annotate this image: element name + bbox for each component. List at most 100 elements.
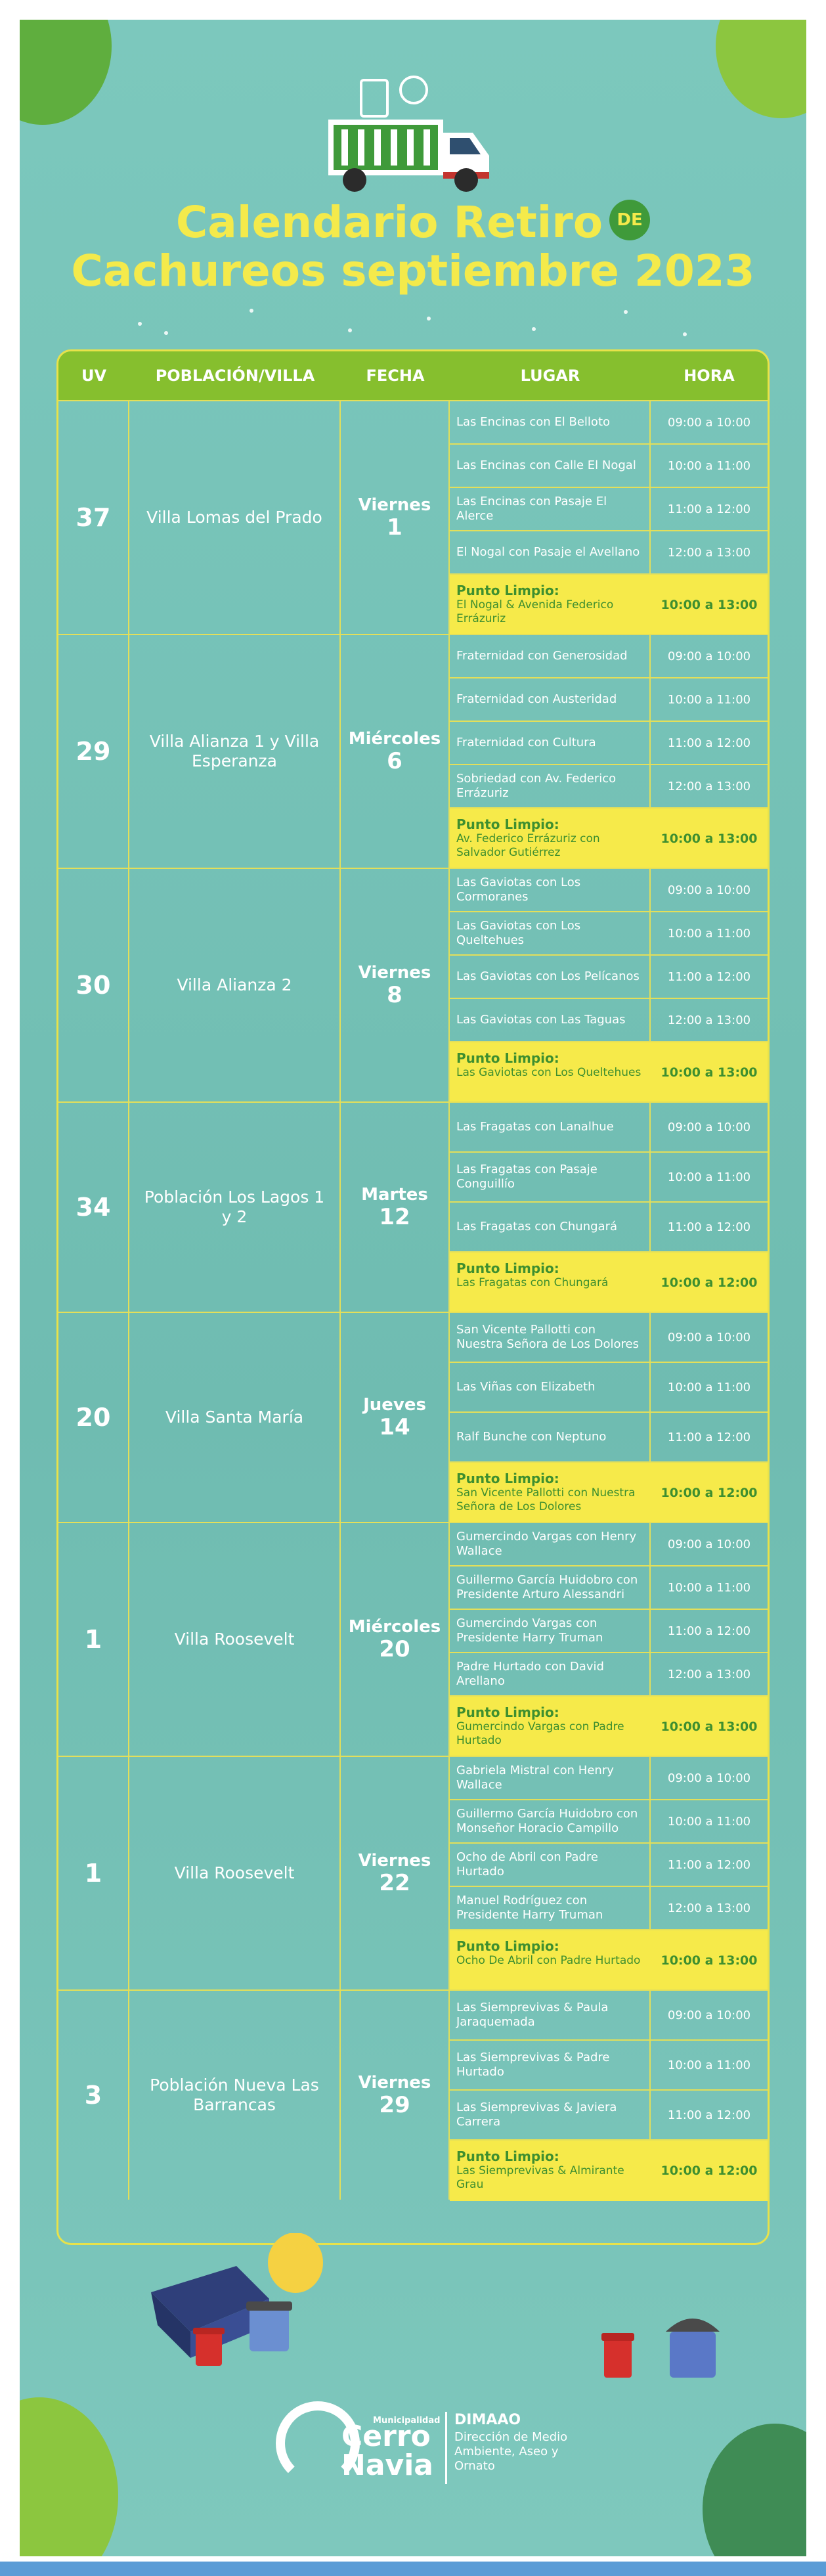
lugar-cell: El Nogal con Pasaje el Avellano (450, 531, 651, 573)
punto-limpio-hora: 10:00 a 13:00 (661, 1720, 758, 1734)
table-row: Las Gaviotas con Los Cormoranes 09:00 a 1… (450, 869, 768, 912)
hora-cell: 10:00 a 11:00 (667, 2058, 751, 2072)
fecha-cell: Viernes 22 (341, 1757, 450, 1989)
fecha-cell: Viernes 8 (341, 869, 450, 1101)
hora-cell: 09:00 a 10:00 (667, 883, 751, 897)
hora-cell: 12:00 a 13:00 (667, 1667, 751, 1681)
poblacion-cell: Villa Alianza 1 y Villa Esperanza (129, 635, 341, 868)
punto-limpio-hora: 10:00 a 12:00 (661, 1486, 758, 1500)
header-lugar: LUGAR (520, 366, 580, 385)
poblacion-cell: Población Nueva Las Barrancas (129, 1991, 341, 2200)
fecha-numero: 8 (387, 982, 402, 1008)
table-row: Las Siemprevivas & Javiera Carrera 11:00 … (450, 2091, 768, 2141)
schedule-group: 1 Villa Roosevelt Miércoles 20 Gumercindo Va… (58, 1522, 768, 1757)
lugar-cell: Las Gaviotas con Los Cormoranes (450, 869, 651, 911)
fecha-cell: Jueves 14 (341, 1313, 450, 1522)
schedule-group: 3 Población Nueva Las Barrancas Viernes 29 L… (58, 1989, 768, 2201)
lugar-cell: Guillermo García Huidobro con Presidente… (450, 1566, 651, 1609)
hora-cell: 11:00 a 12:00 (667, 1624, 751, 1638)
lugar-cell: Manuel Rodríguez con Presidente Harry Tr… (450, 1887, 651, 1929)
header-fecha: FECHA (366, 366, 425, 385)
schedule-group: 37 Villa Lomas del Prado Viernes 1 Las Encin… (58, 400, 768, 635)
punto-limpio-row: Punto Limpio: Las Gaviotas con Los Quelte… (450, 1042, 768, 1103)
hora-cell: 11:00 a 12:00 (667, 1430, 751, 1444)
table-row: Guillermo García Huidobro con Presidente… (450, 1566, 768, 1610)
hora-cell: 09:00 a 10:00 (667, 1771, 751, 1785)
decor-blob-top-right (716, 20, 806, 118)
table-row: Las Siemprevivas & Paula Jaraquemada 09:0… (450, 1991, 768, 2041)
punto-limpio-label: Punto Limpio: (456, 2148, 559, 2164)
hora-cell: 09:00 a 10:00 (667, 649, 751, 663)
lugar-cell: Las Fragatas con Chungará (450, 1203, 651, 1251)
punto-limpio-lugar: Punto Limpio: Las Fragatas con Chungará (450, 1253, 651, 1313)
table-row: Las Siemprevivas & Padre Hurtado 10:00 a … (450, 2041, 768, 2091)
lugar-cell: Gabriela Mistral con Henry Wallace (450, 1757, 651, 1799)
fecha-dia: Viernes (358, 963, 431, 983)
fecha-cell: Viernes 1 (341, 401, 450, 634)
uv-cell: 29 (58, 635, 129, 868)
punto-limpio-address: Av. Federico Errázuriz con Salvador Guti… (456, 832, 600, 859)
fecha-cell: Viernes 29 (341, 1991, 450, 2200)
garbage-truck-icon (328, 76, 489, 192)
de-badge: DE (609, 199, 651, 240)
lugar-cell: Las Siemprevivas & Paula Jaraquemada (450, 1991, 651, 2039)
hora-cell: 09:00 a 10:00 (667, 1330, 751, 1344)
table-row: Las Fragatas con Pasaje Conguillío 10:00 … (450, 1153, 768, 1203)
fecha-numero: 22 (379, 1870, 410, 1896)
hora-cell: 11:00 a 12:00 (667, 1857, 751, 1872)
lugar-cell: Las Siemprevivas & Padre Hurtado (450, 2041, 651, 2089)
table-row: Sobriedad con Av. Federico Errázuriz 12:0… (450, 765, 768, 809)
punto-limpio-lugar: Punto Limpio: Ocho De Abril con Padre Hur… (450, 1930, 651, 1991)
fecha-numero: 6 (387, 748, 402, 774)
table-row: Las Fragatas con Lanalhue 09:00 a 10:00 (450, 1103, 768, 1153)
hora-cell: 09:00 a 10:00 (667, 415, 751, 430)
hora-cell: 12:00 a 13:00 (667, 545, 751, 560)
municipality-logo: Municipalidad Cerro Navia DIMAAO Direcci… (276, 2397, 567, 2496)
punto-limpio-hora: 10:00 a 13:00 (661, 598, 758, 612)
hora-cell: 09:00 a 10:00 (667, 2008, 751, 2022)
hora-cell: 11:00 a 12:00 (667, 736, 751, 750)
punto-limpio-hora: 10:00 a 12:00 (661, 2164, 758, 2178)
punto-limpio-label: Punto Limpio: (456, 1260, 559, 1276)
punto-limpio-lugar: Punto Limpio: Las Gaviotas con Los Quelte… (450, 1042, 651, 1103)
table-row: Fraternidad con Cultura 11:00 a 12:00 (450, 722, 768, 765)
logo-divider (445, 2412, 447, 2484)
uv-cell: 37 (58, 401, 129, 634)
punto-limpio-address: San Vicente Pallotti con Nuestra Señora … (456, 1486, 636, 1513)
punto-limpio-address: Ocho De Abril con Padre Hurtado (456, 1954, 641, 1967)
lugar-cell: Las Gaviotas con Los Queltehues (450, 912, 651, 954)
punto-limpio-label: Punto Limpio: (456, 1938, 559, 1954)
punto-limpio-lugar: Punto Limpio: Las Siemprevivas & Almirant… (450, 2141, 651, 2201)
logo-cerro-navia: Cerro Navia (341, 2422, 433, 2480)
punto-limpio-label: Punto Limpio: (456, 1050, 559, 1066)
dumpster-icon (151, 2233, 323, 2366)
punto-limpio-address: Gumercindo Vargas con Padre Hurtado (456, 1720, 624, 1747)
punto-limpio-label: Punto Limpio: (456, 1471, 559, 1486)
hora-cell: 12:00 a 13:00 (667, 1013, 751, 1027)
lugar-cell: Sobriedad con Av. Federico Errázuriz (450, 765, 651, 807)
table-row: Guillermo García Huidobro con Monseñor H… (450, 1800, 768, 1844)
lugar-cell: Fraternidad con Austeridad (450, 678, 651, 721)
decor-blob-top-left (20, 20, 112, 125)
schedule-table: UV POBLACIÓN/VILLA FECHA LUGAR HORA 37 Vi… (56, 349, 770, 2245)
poster: Calendario Retiro DE Cachureos septiembre… (20, 20, 806, 2556)
table-row: Fraternidad con Generosidad 09:00 a 10:00 (450, 635, 768, 678)
lugar-cell: Ocho de Abril con Padre Hurtado (450, 1844, 651, 1886)
fecha-cell: Martes 12 (341, 1103, 450, 1312)
table-row: Ocho de Abril con Padre Hurtado 11:00 a 1… (450, 1844, 768, 1887)
lugar-cell: Las Fragatas con Pasaje Conguillío (450, 1153, 651, 1201)
table-row: Manuel Rodríguez con Presidente Harry Tr… (450, 1887, 768, 1930)
fecha-dia: Viernes (358, 495, 431, 515)
punto-limpio-row: Punto Limpio: Las Fragatas con Chungará 10… (450, 1253, 768, 1313)
fecha-dia: Martes (361, 1185, 428, 1205)
schedule-group: 29 Villa Alianza 1 y Villa Esperanza Miérc… (58, 634, 768, 869)
punto-limpio-label: Punto Limpio: (456, 583, 559, 598)
logo-cerro: Cerro (341, 2420, 431, 2453)
table-row: Las Fragatas con Chungará 11:00 a 12:00 (450, 1203, 768, 1253)
table-row: Gumercindo Vargas con Presidente Harry T… (450, 1610, 768, 1653)
table-row: Padre Hurtado con David Arellano 12:00 a … (450, 1653, 768, 1697)
lugar-cell: Las Encinas con El Belloto (450, 401, 651, 443)
fecha-cell: Miércoles 6 (341, 635, 450, 868)
punto-limpio-label: Punto Limpio: (456, 1704, 559, 1720)
fecha-dia: Viernes (358, 1851, 431, 1871)
